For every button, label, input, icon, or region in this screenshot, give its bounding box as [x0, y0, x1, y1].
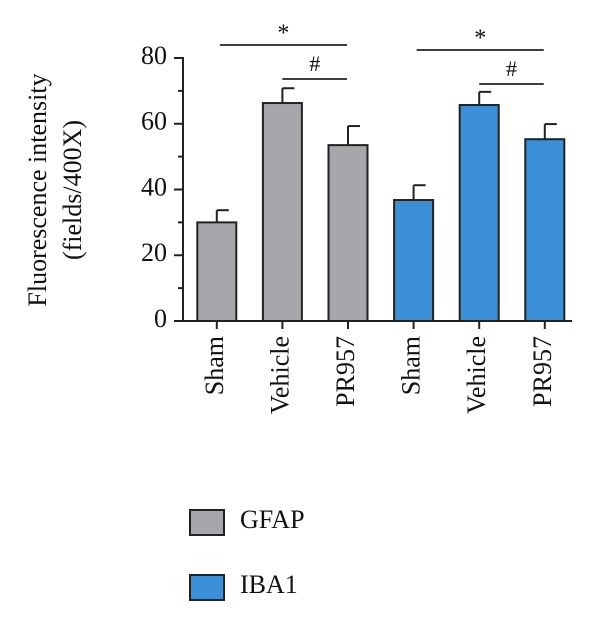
- bar: [524, 138, 566, 322]
- y-tick-label: 20: [141, 238, 167, 267]
- significance-mark: *: [474, 26, 486, 52]
- significance-mark: *: [277, 21, 289, 47]
- y-axis-label: Fluorescence intensity: [23, 73, 52, 306]
- bar: [196, 221, 238, 322]
- x-tick-label: Sham: [397, 336, 426, 395]
- legend-label: GFAP: [240, 505, 305, 534]
- y-axis-label: (fields/400X): [58, 120, 87, 260]
- y-tick-label: 40: [141, 172, 167, 201]
- legend-swatch: [189, 509, 225, 536]
- y-tick-label: 60: [141, 107, 167, 136]
- y-tick-label: 80: [141, 41, 167, 70]
- bar: [393, 199, 435, 323]
- y-tick-label: 0: [154, 304, 167, 333]
- x-tick-label: Vehicle: [265, 336, 294, 414]
- legend-label: IBA1: [240, 570, 298, 599]
- bar: [458, 104, 500, 323]
- bar: [261, 102, 303, 322]
- x-tick-label: PR957: [331, 336, 360, 407]
- significance-mark: #: [506, 56, 517, 81]
- x-tick-label: Vehicle: [462, 336, 491, 414]
- legend-swatch: [189, 574, 225, 601]
- significance-mark: #: [309, 51, 320, 76]
- x-tick-label: PR957: [528, 336, 557, 407]
- x-tick-label: Sham: [200, 336, 229, 395]
- bar: [327, 144, 369, 322]
